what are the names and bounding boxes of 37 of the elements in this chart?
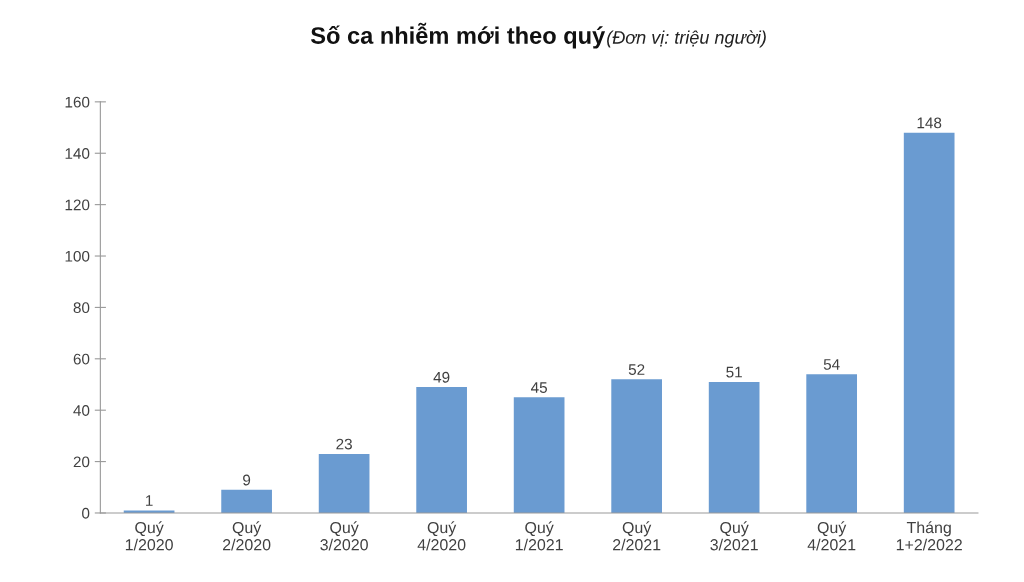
chart-title: Số ca nhiễm mới theo quý [310,22,606,49]
bar [221,489,272,513]
data-label: 23 [336,438,352,450]
data-label: 1 [146,495,153,506]
y-tick-label: 40 [73,405,90,416]
x-tick-label: Quý 2/2020 [222,521,271,551]
x-tick-label: Quý 1/2021 [515,521,563,551]
x-tick-label: Quý 2/2021 [613,521,661,551]
y-tick-label: 0 [82,507,90,519]
y-tick-label: 160 [65,96,90,108]
chart-subtitle: (Đơn vị: triệu người) [607,30,766,48]
x-tick-label: Tháng 1+2/2022 [896,521,962,551]
bar [806,374,858,513]
data-label: 52 [628,364,645,375]
x-tick-label: Quý 1/2020 [125,521,173,551]
bar [903,132,955,513]
data-label: 51 [726,366,742,378]
y-tick-label: 100 [65,250,90,262]
bar [708,381,760,513]
data-label: 54 [823,359,840,370]
y-tick-label: 20 [73,456,90,468]
data-label: 45 [530,382,547,393]
x-tick-label: Quý 4/2020 [417,521,466,551]
y-tick-label: 140 [65,148,90,159]
x-tick-label: Quý 3/2021 [710,521,758,551]
data-label: 9 [243,474,251,486]
x-tick-label: Quý 4/2021 [807,521,856,551]
y-tick-label: 60 [73,353,90,365]
data-label: 49 [433,371,450,383]
bar [318,453,370,513]
data-label: 148 [917,117,942,129]
bar [611,379,662,513]
y-tick-label: 120 [65,199,90,211]
y-tick-label: 80 [73,302,90,314]
x-tick-label: Quý 3/2020 [320,521,368,551]
bar [513,397,565,513]
bar [416,387,467,513]
